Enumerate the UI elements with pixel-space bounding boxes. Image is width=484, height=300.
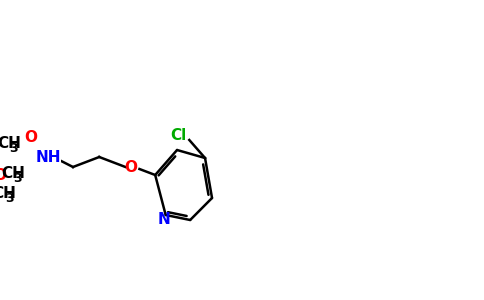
Text: CH: CH [0, 185, 16, 200]
Text: O: O [0, 167, 6, 182]
Text: O: O [124, 160, 137, 175]
Text: O: O [25, 130, 38, 145]
Text: 3: 3 [5, 193, 14, 206]
Text: 3: 3 [14, 172, 22, 185]
Text: NH: NH [36, 149, 61, 164]
Text: CH: CH [0, 136, 21, 151]
Text: Cl: Cl [171, 128, 187, 143]
Text: N: N [158, 212, 170, 227]
Text: CH: CH [1, 166, 25, 181]
Text: 3: 3 [9, 142, 18, 154]
